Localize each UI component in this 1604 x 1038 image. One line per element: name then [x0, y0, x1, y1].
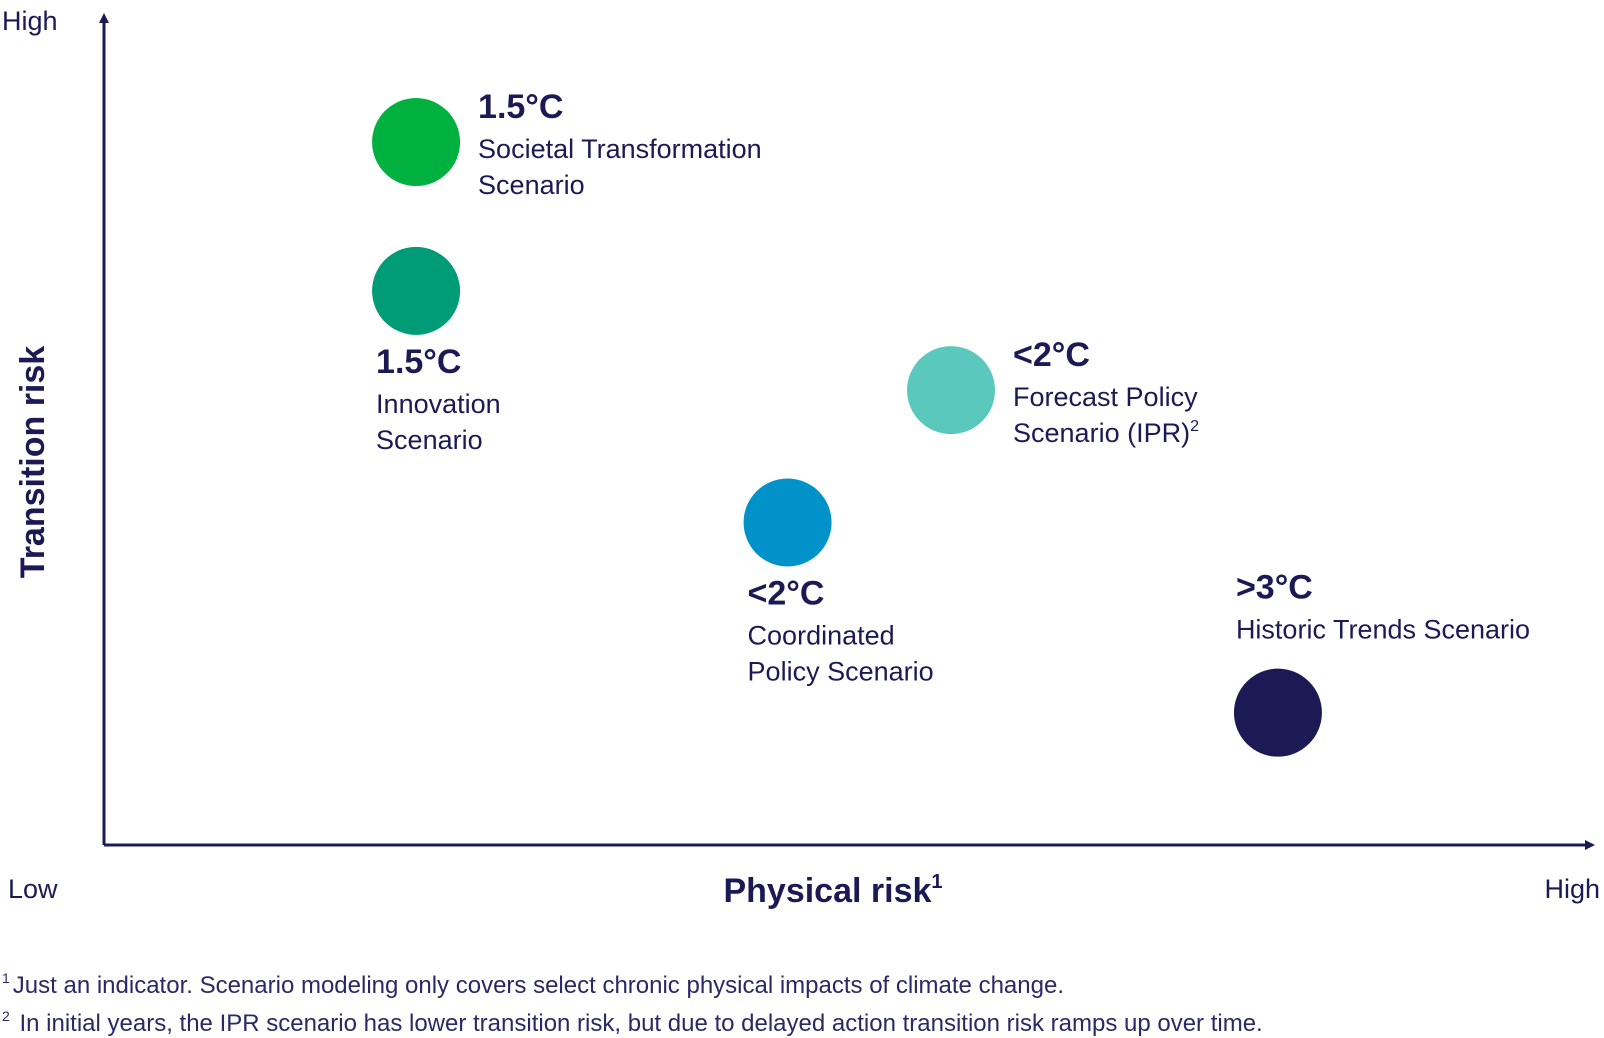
- scenario-label-sup: 2: [1190, 418, 1199, 435]
- x-axis-title: Physical risk1: [723, 871, 942, 910]
- scenario-label-coordinated-line-2: Policy Scenario: [748, 656, 934, 686]
- footnote-1-mark: 1: [2, 970, 10, 986]
- scenario-marker-historic: [1233, 668, 1322, 757]
- scenario-marker-innovation: [372, 246, 461, 335]
- x-axis-title-sup: 1: [931, 871, 942, 893]
- scenario-temp-forecast: <2°C: [1013, 336, 1090, 374]
- scenario-label-text: Societal Transformation: [478, 134, 762, 164]
- scenario-point-historic: >3°C Historic Trends Scenario: [1233, 569, 1530, 757]
- scenario-point-innovation: 1.5°C Innovation Scenario: [372, 246, 501, 455]
- scenario-label-text: Scenario (IPR): [1013, 418, 1190, 448]
- x-axis-low-label: Low: [8, 874, 58, 904]
- scenario-temp-historic: >3°C: [1236, 569, 1313, 607]
- scenario-label-societal-line-1: Societal Transformation: [478, 134, 762, 164]
- scenario-point-forecast: <2°C Forecast Policy Scenario (IPR)2: [907, 336, 1199, 448]
- footnote-1-text: Just an indicator. Scenario modeling onl…: [12, 972, 1064, 999]
- scenario-temp-coordinated: <2°C: [748, 574, 825, 612]
- scenario-point-societal: 1.5°C Societal Transformation Scenario: [372, 88, 762, 200]
- scenario-marker-forecast: [907, 346, 996, 435]
- footnote-2: 2 In initial years, the IPR scenario has…: [2, 1008, 1263, 1038]
- y-axis-title: Transition risk: [14, 346, 52, 578]
- scenario-label-text: Forecast Policy: [1013, 382, 1198, 412]
- x-axis-high-label: High: [1544, 874, 1600, 904]
- scenario-label-innovation-line-2: Scenario: [376, 425, 483, 455]
- scenario-label-text: Historic Trends Scenario: [1236, 615, 1530, 645]
- scenario-temp-innovation: 1.5°C: [376, 343, 461, 381]
- footnote-2-mark: 2: [2, 1008, 10, 1024]
- x-axis-title-text: Physical risk: [723, 872, 931, 910]
- scenario-label-forecast-line-1: Forecast Policy: [1013, 382, 1198, 412]
- scenario-label-text: Innovation: [376, 389, 501, 419]
- scenario-temp-societal: 1.5°C: [478, 88, 563, 126]
- scenario-marker-societal: [372, 98, 461, 187]
- scenario-label-innovation-line-1: Innovation: [376, 389, 501, 419]
- scenario-label-societal-line-2: Scenario: [478, 170, 585, 200]
- scenario-label-historic-line-1: Historic Trends Scenario: [1236, 615, 1530, 645]
- footnote-1: 1 Just an indicator. Scenario modeling on…: [2, 970, 1064, 1000]
- y-axis-high-label: High: [2, 6, 58, 36]
- scenario-marker-coordinated: [743, 478, 832, 567]
- scenario-label-coordinated-line-1: Coordinated: [748, 620, 895, 650]
- scenario-label-text: Policy Scenario: [748, 656, 934, 686]
- scenario-label-text: Scenario: [376, 425, 483, 455]
- footnote-2-text: In initial years, the IPR scenario has l…: [12, 1010, 1263, 1037]
- scenario-point-coordinated: <2°C Coordinated Policy Scenario: [743, 478, 934, 686]
- scenario-label-text: Coordinated: [748, 620, 895, 650]
- scenario-label-text: Scenario: [478, 170, 585, 200]
- scenario-label-forecast-line-2: Scenario (IPR)2: [1013, 418, 1199, 448]
